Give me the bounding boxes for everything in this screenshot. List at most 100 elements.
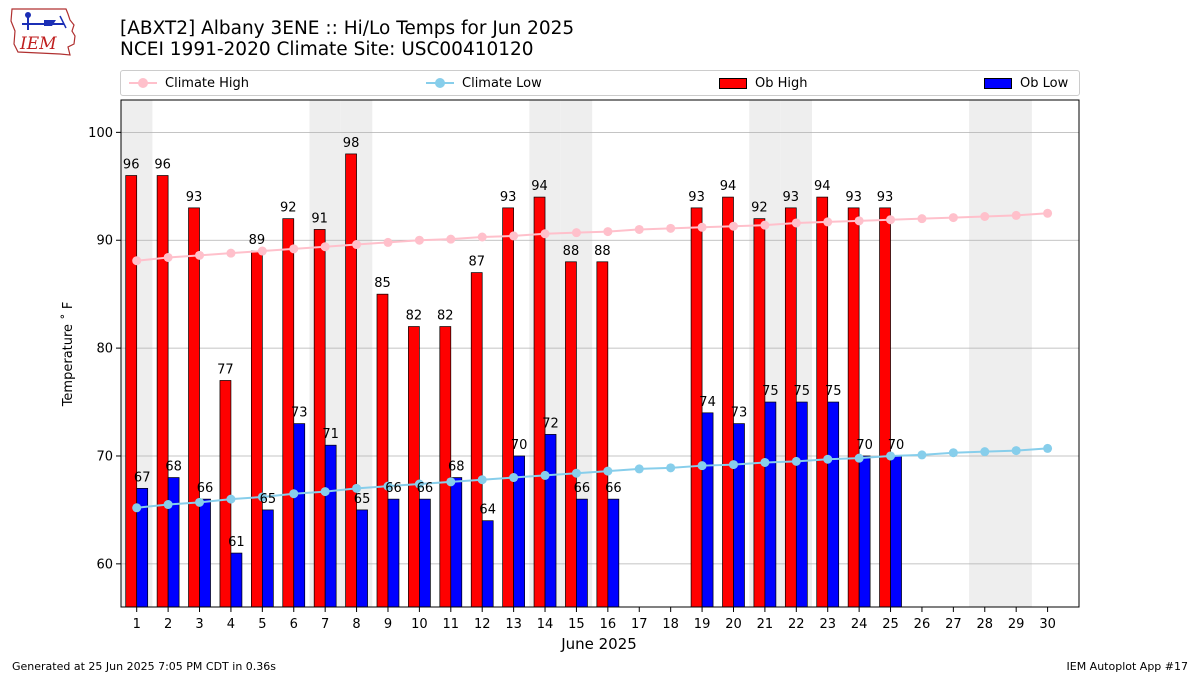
y-tick-label-70: 70	[96, 449, 113, 464]
climate-high-point-8	[352, 240, 362, 250]
ob-low-bar-16	[607, 498, 620, 608]
ob-high-label-21: 92	[751, 201, 768, 216]
ob-high-label-23: 94	[814, 179, 831, 194]
x-tick-label-2: 2	[164, 617, 172, 632]
generated-note: Generated at 25 Jun 2025 7:05 PM CDT in …	[12, 660, 277, 673]
x-tick-label-17: 17	[631, 617, 648, 632]
logo-text: IEM	[19, 34, 57, 54]
ob-high-swatch	[719, 77, 747, 89]
climate-high-point-19	[697, 222, 707, 232]
climate-high-line	[136, 212, 1048, 262]
ob-low-bar-7	[324, 444, 337, 608]
legend-ob-low: Ob Low	[984, 71, 1068, 95]
ob-high-bar-4	[219, 380, 232, 608]
ob-high-label-5: 89	[249, 233, 266, 248]
climate-high-point-3	[195, 250, 205, 260]
climate-high-point-2	[163, 252, 173, 262]
ob-high-bar-20	[722, 196, 734, 608]
climate-high-point-22	[791, 218, 801, 228]
climate-low-point-22	[791, 456, 801, 466]
legend: Climate High Climate Low Ob High Ob Low	[120, 70, 1080, 96]
ob-high-bar-9	[376, 293, 389, 608]
x-tick-label-6: 6	[290, 617, 298, 632]
legend-climate-high-label: Climate High	[165, 75, 250, 91]
climate-low-point-6	[289, 489, 299, 499]
climate-low-point-16	[603, 466, 613, 476]
ob-low-bar-22	[795, 401, 808, 608]
x-tick-label-27: 27	[945, 617, 962, 632]
climate-low-point-21	[760, 457, 770, 467]
ob-low-swatch	[984, 77, 1012, 89]
climate-high-point-5	[257, 246, 267, 256]
legend-climate-high: Climate High	[129, 71, 249, 95]
ob-low-label-24: 70	[856, 438, 873, 453]
legend-climate-low-label: Climate Low	[462, 75, 542, 91]
weekend-shade-day-29	[1000, 100, 1032, 607]
ob-low-label-21: 75	[762, 384, 779, 399]
climate-high-point-4	[226, 248, 236, 258]
x-tick-label-20: 20	[725, 617, 742, 632]
x-tick-label-22: 22	[788, 617, 805, 632]
climate-low-point-17	[634, 464, 644, 474]
ob-low-bar-4	[230, 552, 243, 608]
ob-low-bar-3	[199, 498, 211, 608]
climate-low-point-8	[352, 483, 362, 493]
ob-high-label-13: 93	[500, 190, 517, 205]
legend-ob-high-label: Ob High	[755, 75, 808, 91]
ob-high-label-22: 93	[783, 190, 800, 205]
ob-high-bar-2	[156, 175, 169, 608]
ob-high-label-12: 87	[468, 255, 485, 270]
y-tick-label-90: 90	[96, 234, 113, 249]
ob-low-label-9: 66	[385, 481, 402, 496]
ob-high-label-15: 88	[563, 244, 580, 259]
climate-high-point-27	[948, 213, 958, 223]
ob-high-bar-15	[565, 261, 577, 608]
ob-low-label-22: 75	[794, 384, 811, 399]
x-tick-label-19: 19	[694, 617, 711, 632]
ob-high-label-4: 77	[217, 362, 234, 377]
climate-low-point-4	[226, 494, 236, 504]
plot-frame	[120, 99, 1080, 608]
x-tick-label-25: 25	[882, 617, 899, 632]
ob-low-label-4: 61	[228, 535, 245, 550]
climate-high-point-30	[1043, 208, 1053, 218]
ob-low-label-10: 66	[417, 481, 434, 496]
x-tick-label-24: 24	[851, 617, 868, 632]
weekend-shade-day-28	[969, 100, 1001, 607]
climate-low-point-28	[980, 447, 990, 457]
ob-high-bar-25	[879, 207, 891, 608]
x-tick-label-7: 7	[321, 617, 329, 632]
title-line-2: NCEI 1991-2020 Climate Site: USC00410120	[120, 39, 534, 60]
x-tick-label-30: 30	[1039, 617, 1056, 632]
climate-high-point-26	[917, 214, 927, 224]
ob-high-bar-22	[784, 207, 797, 608]
ob-low-bar-23	[827, 401, 840, 608]
ob-low-label-12: 64	[479, 503, 496, 518]
ob-high-bar-13	[502, 207, 514, 608]
x-tick-label-11: 11	[443, 617, 460, 632]
ob-low-bar-14	[544, 434, 557, 608]
ob-high-bar-3	[188, 207, 200, 608]
ob-low-bar-21	[764, 401, 777, 608]
ob-high-label-25: 93	[877, 190, 894, 205]
climate-high-point-29	[1011, 210, 1021, 220]
ob-low-label-3: 66	[197, 481, 214, 496]
ob-low-bar-2	[167, 477, 180, 608]
ob-low-label-7: 71	[322, 427, 339, 442]
ob-high-label-9: 85	[374, 276, 391, 291]
y-tick-label-100: 100	[88, 126, 113, 141]
ob-low-label-25: 70	[888, 438, 905, 453]
x-tick-label-16: 16	[600, 617, 617, 632]
ob-low-bar-25	[890, 455, 902, 608]
ob-low-bar-12	[481, 520, 494, 608]
ob-low-bar-19	[701, 412, 714, 608]
climate-low-point-1	[132, 503, 142, 513]
y-tick-label-80: 80	[96, 342, 113, 357]
climate-low-line	[136, 447, 1048, 509]
x-tick-label-15: 15	[568, 617, 585, 632]
climate-high-point-21	[760, 220, 770, 230]
ob-high-label-20: 94	[720, 179, 737, 194]
climate-low-point-23	[823, 454, 833, 464]
ob-high-label-7: 91	[311, 211, 328, 226]
climate-low-point-13	[509, 473, 519, 483]
